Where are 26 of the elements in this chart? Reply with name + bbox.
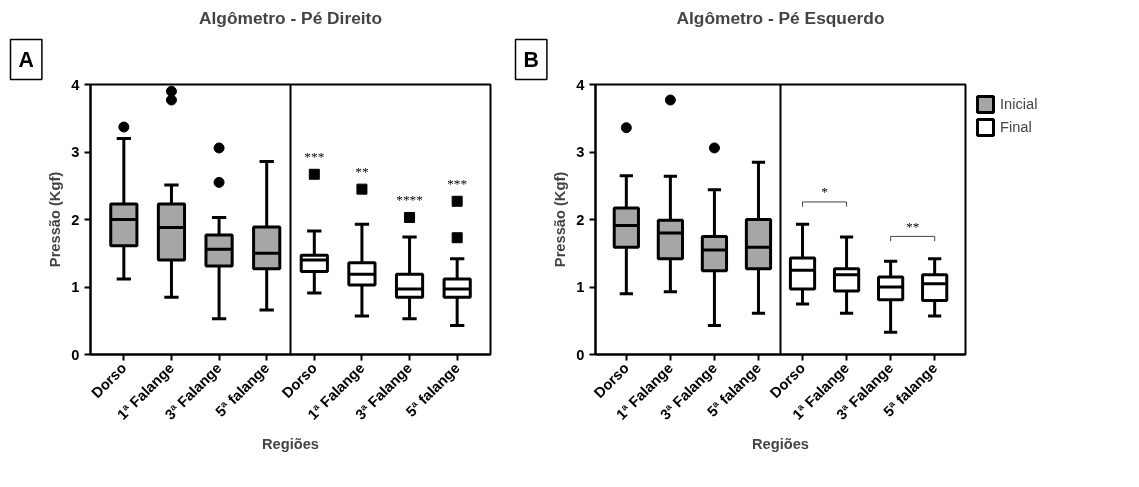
y-tick-label: 0	[576, 346, 585, 363]
legend-label: Final	[1000, 119, 1032, 135]
annotation: ****	[396, 192, 424, 208]
x-axis-title: Regiões	[751, 436, 810, 453]
annotation: ***	[447, 176, 468, 192]
annotation: ***	[304, 149, 325, 165]
annotation: **	[905, 218, 920, 234]
y-tick-label: 3	[71, 144, 80, 160]
y-tick-label: 4	[71, 76, 81, 93]
y-tick-label: 4	[576, 76, 586, 93]
y-tick-label: 3	[576, 144, 585, 160]
y-tick-label: 1	[71, 279, 80, 295]
y-axis-title: Pressão (Kgf)	[552, 171, 569, 268]
x-axis-title: Regiões	[261, 436, 320, 453]
y-tick-label: 0	[71, 346, 80, 363]
y-tick-label: 2	[576, 211, 585, 228]
text: B	[523, 47, 539, 72]
annotation: *	[821, 184, 829, 200]
y-tick-label: 2	[71, 211, 80, 228]
chart-title: Algômetro - Pé Esquerdo	[676, 7, 885, 28]
annotation: **	[355, 164, 369, 179]
text: A	[18, 47, 34, 72]
chart-title: Algômetro - Pé Direito	[199, 7, 382, 28]
legend-label: Inicial	[1000, 96, 1038, 112]
y-tick-label: 1	[576, 279, 585, 295]
y-axis-title: Pressão (Kgf)	[47, 171, 64, 268]
